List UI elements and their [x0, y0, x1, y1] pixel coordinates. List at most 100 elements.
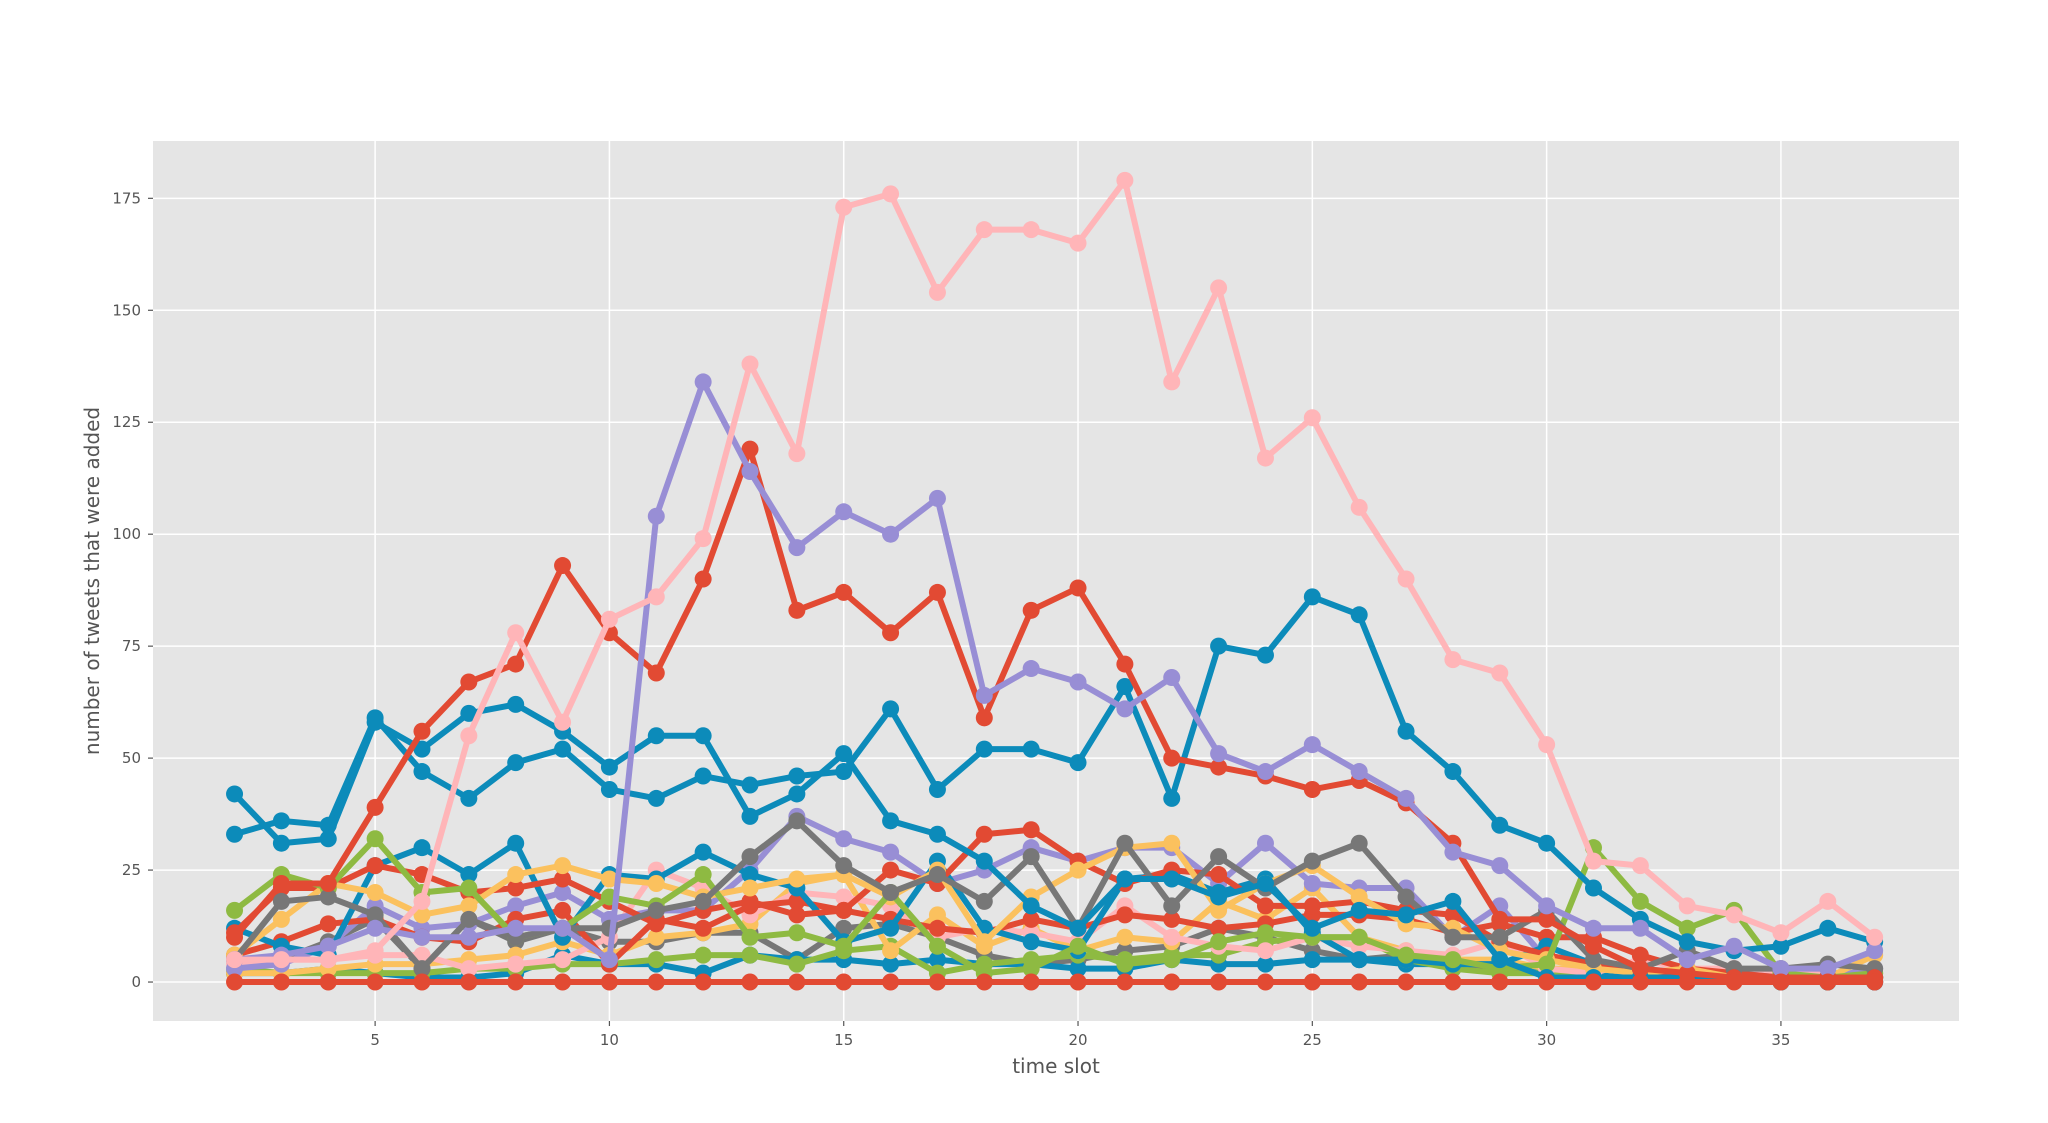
data-point: [1303, 973, 1321, 991]
data-point: [835, 901, 853, 919]
data-point: [272, 892, 290, 910]
data-point: [460, 704, 478, 722]
data-point: [460, 866, 478, 884]
data-point: [1069, 973, 1087, 991]
data-point: [413, 839, 431, 857]
data-point: [647, 664, 665, 682]
data-point: [554, 901, 572, 919]
data-point: [741, 355, 759, 373]
data-point: [928, 489, 946, 507]
data-point: [1397, 906, 1415, 924]
data-point: [1678, 897, 1696, 915]
data-point: [882, 185, 900, 203]
data-point: [975, 852, 993, 870]
data-point: [835, 888, 853, 906]
data-point: [1678, 951, 1696, 969]
data-point: [554, 951, 572, 969]
data-point: [507, 973, 525, 991]
data-point: [460, 910, 478, 928]
y-tick-label: 25: [122, 861, 141, 879]
x-tick-label: 10: [600, 1031, 619, 1049]
data-point: [882, 812, 900, 830]
data-point: [882, 973, 900, 991]
data-point: [1772, 973, 1790, 991]
data-point: [1022, 848, 1040, 866]
data-point: [694, 373, 712, 391]
data-point: [507, 866, 525, 884]
data-point: [1350, 834, 1368, 852]
x-tick-label: 15: [834, 1031, 853, 1049]
data-point: [1866, 928, 1884, 946]
y-tick-label: 0: [131, 973, 141, 991]
data-point: [741, 946, 759, 964]
data-point: [647, 973, 665, 991]
data-point: [1163, 897, 1181, 915]
y-tick-label: 175: [112, 189, 141, 207]
data-point: [226, 825, 244, 843]
data-point: [647, 915, 665, 933]
data-point: [1866, 942, 1884, 960]
data-point: [1163, 789, 1181, 807]
data-point: [413, 763, 431, 781]
data-point: [272, 812, 290, 830]
x-tick-label: 25: [1303, 1031, 1322, 1049]
data-point: [835, 198, 853, 216]
data-point: [1772, 960, 1790, 978]
data-point: [1116, 677, 1134, 695]
data-point: [1303, 736, 1321, 754]
data-point: [226, 951, 244, 969]
data-point: [788, 812, 806, 830]
data-point: [647, 789, 665, 807]
data-point: [460, 879, 478, 897]
data-point: [600, 780, 618, 798]
data-point: [1631, 946, 1649, 964]
data-point: [1256, 834, 1274, 852]
data-point: [1303, 852, 1321, 870]
data-point: [975, 892, 993, 910]
data-point: [1350, 973, 1368, 991]
data-point: [788, 870, 806, 888]
data-point: [1022, 910, 1040, 928]
data-point: [741, 807, 759, 825]
data-point: [1116, 655, 1134, 673]
data-point: [1022, 740, 1040, 758]
x-axis-ticks: 5 10 15 20 25 30 35: [370, 1021, 1790, 1049]
data-point: [694, 767, 712, 785]
x-axis-label: time slot: [1012, 1054, 1100, 1078]
data-point: [1303, 919, 1321, 937]
data-point: [882, 955, 900, 973]
y-tick-label: 100: [112, 525, 141, 543]
data-point: [741, 463, 759, 481]
data-point: [1397, 789, 1415, 807]
data-point: [226, 901, 244, 919]
data-point: [460, 673, 478, 691]
x-tick-label: 5: [370, 1031, 380, 1049]
data-point: [1069, 960, 1087, 978]
data-point: [1538, 834, 1556, 852]
data-point: [975, 709, 993, 727]
series-group: [226, 171, 1884, 991]
data-point: [1819, 960, 1837, 978]
data-point: [272, 951, 290, 969]
data-point: [928, 283, 946, 301]
data-point: [1256, 955, 1274, 973]
data-point: [975, 825, 993, 843]
data-point: [1350, 498, 1368, 516]
data-point: [319, 875, 337, 893]
x-tick-label: 30: [1537, 1031, 1556, 1049]
data-point: [554, 740, 572, 758]
data-point: [1163, 910, 1181, 928]
data-point: [788, 924, 806, 942]
data-point: [319, 830, 337, 848]
data-point: [1303, 588, 1321, 606]
data-point: [928, 780, 946, 798]
data-point: [507, 955, 525, 973]
data-point: [1725, 906, 1743, 924]
data-point: [460, 928, 478, 946]
data-point: [413, 906, 431, 924]
data-point: [1397, 888, 1415, 906]
data-point: [1491, 973, 1509, 991]
data-point: [1069, 937, 1087, 955]
data-point: [835, 763, 853, 781]
